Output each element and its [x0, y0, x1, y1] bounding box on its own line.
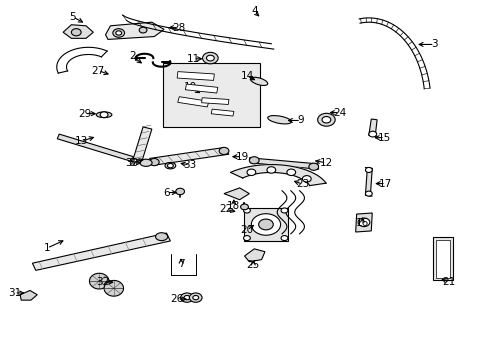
Circle shape: [281, 235, 287, 240]
Text: 32: 32: [96, 277, 109, 287]
Text: 21: 21: [442, 277, 455, 287]
Text: 2: 2: [129, 51, 135, 61]
Text: 7: 7: [178, 259, 184, 269]
Text: 5: 5: [69, 12, 76, 22]
Ellipse shape: [140, 159, 152, 166]
Polygon shape: [368, 119, 376, 136]
Circle shape: [180, 293, 193, 302]
Text: 18: 18: [227, 201, 240, 211]
Circle shape: [322, 117, 330, 123]
Text: 8: 8: [128, 158, 134, 168]
Polygon shape: [63, 25, 93, 39]
Circle shape: [113, 29, 124, 37]
Text: 11: 11: [186, 54, 200, 64]
Circle shape: [281, 208, 287, 213]
Circle shape: [100, 112, 108, 118]
Bar: [435, 239, 449, 278]
Polygon shape: [177, 72, 214, 80]
Circle shape: [175, 188, 184, 195]
Circle shape: [302, 176, 310, 182]
Text: 28: 28: [172, 23, 185, 33]
Text: 26: 26: [170, 294, 183, 304]
Circle shape: [365, 191, 371, 196]
Text: 12: 12: [319, 158, 332, 168]
Ellipse shape: [250, 77, 267, 85]
Polygon shape: [105, 22, 163, 40]
Circle shape: [116, 31, 122, 35]
Text: 3: 3: [430, 40, 437, 49]
Polygon shape: [104, 280, 123, 296]
Circle shape: [357, 218, 369, 226]
Bar: [432, 237, 452, 280]
Polygon shape: [57, 134, 133, 161]
Bar: [162, 63, 260, 127]
Text: 4: 4: [250, 6, 257, 17]
Circle shape: [167, 163, 173, 168]
Polygon shape: [149, 148, 228, 165]
Circle shape: [149, 158, 159, 166]
Circle shape: [243, 208, 250, 213]
Circle shape: [249, 157, 259, 164]
Polygon shape: [355, 213, 371, 232]
Polygon shape: [211, 109, 233, 116]
Polygon shape: [249, 158, 318, 169]
Polygon shape: [201, 98, 228, 104]
Text: 9: 9: [297, 116, 304, 126]
Circle shape: [368, 131, 376, 137]
Circle shape: [192, 296, 198, 300]
Polygon shape: [365, 167, 371, 196]
Bar: [243, 208, 288, 241]
Circle shape: [243, 235, 250, 240]
Text: 27: 27: [91, 66, 104, 76]
Circle shape: [266, 167, 275, 173]
Circle shape: [258, 219, 273, 230]
Text: 17: 17: [379, 179, 392, 189]
Circle shape: [365, 167, 371, 172]
Circle shape: [219, 147, 228, 154]
Circle shape: [286, 169, 295, 176]
Circle shape: [246, 169, 255, 176]
Text: 22: 22: [219, 204, 232, 215]
Circle shape: [139, 27, 147, 33]
Text: 29: 29: [78, 109, 91, 119]
Circle shape: [183, 296, 189, 300]
Text: 14: 14: [240, 71, 253, 81]
Text: 10: 10: [184, 82, 197, 93]
Circle shape: [308, 163, 318, 170]
Polygon shape: [224, 188, 249, 200]
Text: 30: 30: [124, 158, 138, 168]
Text: 19: 19: [235, 152, 248, 162]
Circle shape: [240, 204, 248, 210]
Polygon shape: [230, 165, 325, 186]
Text: 6: 6: [163, 188, 169, 198]
Circle shape: [189, 293, 202, 302]
Polygon shape: [185, 84, 217, 93]
Text: 23: 23: [296, 179, 309, 189]
Text: 20: 20: [240, 225, 253, 235]
Circle shape: [206, 55, 214, 61]
Polygon shape: [32, 233, 170, 270]
Text: 15: 15: [378, 133, 391, 143]
Circle shape: [71, 29, 81, 36]
Ellipse shape: [164, 162, 175, 169]
Ellipse shape: [155, 233, 167, 240]
Text: 24: 24: [332, 108, 346, 118]
Text: 31: 31: [8, 288, 21, 298]
Polygon shape: [177, 97, 208, 107]
Ellipse shape: [96, 112, 112, 118]
Circle shape: [202, 52, 218, 64]
Ellipse shape: [267, 116, 291, 124]
Text: 25: 25: [246, 260, 259, 270]
Polygon shape: [133, 127, 152, 161]
Text: 33: 33: [183, 160, 196, 170]
Polygon shape: [20, 291, 37, 300]
Text: 16: 16: [355, 218, 368, 228]
Text: 13: 13: [74, 136, 87, 146]
Polygon shape: [244, 249, 264, 262]
Circle shape: [251, 214, 280, 235]
Text: 1: 1: [43, 243, 50, 253]
Polygon shape: [89, 273, 109, 289]
Circle shape: [317, 113, 334, 126]
